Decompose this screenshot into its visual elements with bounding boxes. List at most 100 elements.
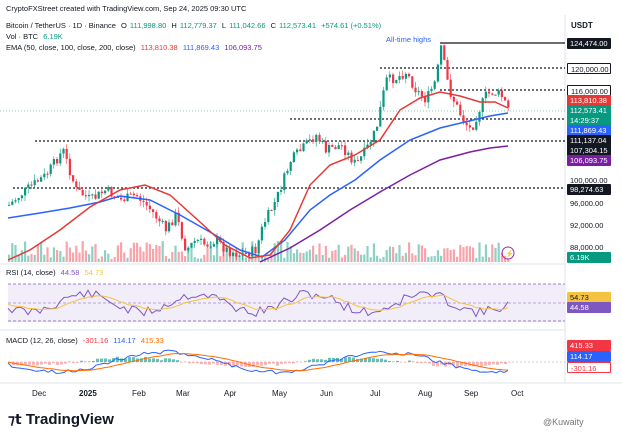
volume-bar <box>110 258 113 262</box>
macd-hist-bar <box>76 362 79 363</box>
candle-body <box>17 198 20 201</box>
volume-bar <box>388 246 391 262</box>
volume-value: 6.19K <box>43 32 63 41</box>
candle-body <box>145 201 148 206</box>
macd-hist-bar <box>160 360 163 362</box>
macd-legend[interactable]: MACD (12, 26, close) -301.16 114.17 415.… <box>6 336 167 345</box>
volume-bar <box>456 256 459 262</box>
volume-bar <box>289 246 292 262</box>
macd-hist-bar <box>276 362 279 366</box>
time-axis-label: Apr <box>224 389 237 398</box>
candle-body <box>36 180 39 182</box>
volume-bar <box>222 246 225 262</box>
candle-body <box>177 212 180 223</box>
candle-body <box>408 73 411 77</box>
macd-label: MACD (12, 26, close) <box>6 336 78 345</box>
macd-hist-bar <box>348 357 351 362</box>
macd-hist-value: -301.16 <box>82 336 109 345</box>
volume-bar <box>136 242 139 262</box>
volume-bar <box>235 249 238 262</box>
macd-hist-bar <box>440 362 443 365</box>
candle-body <box>433 81 436 89</box>
candle-body <box>491 93 494 95</box>
ohlc-l-label: L <box>221 21 227 30</box>
price-tag-last: 112,573.41 <box>567 105 611 116</box>
time-axis-label: Jul <box>370 389 381 398</box>
macd-hist-bar <box>212 362 215 364</box>
macd-hist-bar <box>216 362 219 365</box>
macd-hist-bar <box>264 362 267 366</box>
ema-legend[interactable]: EMA (50, close, 100, close, 200, close) … <box>6 43 265 52</box>
price-axis-label: 96,000.00 <box>570 199 604 208</box>
candle-body <box>340 145 343 147</box>
macd-hist-bar <box>224 362 227 366</box>
ohlc-c-label: C <box>270 21 277 30</box>
candle-body <box>273 202 276 211</box>
candle-body <box>337 145 340 150</box>
volume-bar <box>472 247 475 262</box>
candle-body <box>152 209 155 213</box>
ohlc-open: 111,998.80 <box>129 21 167 30</box>
tradingview-logo[interactable]: ⁊𝘁 TradingView <box>8 411 114 428</box>
symbol-name[interactable]: Bitcoin / TetherUS · 1D · Binance <box>6 21 116 30</box>
volume-bar <box>62 256 65 262</box>
candle-body <box>331 145 334 147</box>
ema50-line <box>7 91 509 261</box>
candle-body <box>459 104 462 116</box>
volume-bar <box>286 241 289 262</box>
candle-body <box>14 200 17 202</box>
candle-body <box>225 247 228 252</box>
volume-bar <box>72 252 75 262</box>
macd-hist-bar <box>88 361 91 362</box>
macd-hist-bar <box>236 362 239 366</box>
volume-bar <box>395 253 398 262</box>
macd-hist-bar <box>128 357 131 362</box>
volume-bar <box>270 253 273 262</box>
volume-legend[interactable]: Vol · BTC 6.19K <box>6 32 66 41</box>
candle-body <box>132 193 135 196</box>
volume-bar <box>500 252 503 262</box>
macd-hist-bar <box>96 358 99 362</box>
candle-body <box>504 97 507 101</box>
symbol-legend[interactable]: Bitcoin / TetherUS · 1D · Binance O 111,9… <box>6 21 384 30</box>
macd-hist-bar <box>380 358 383 362</box>
macd-hist-bar <box>144 356 147 362</box>
ema200-value: 106,093.75 <box>224 43 262 52</box>
rsi-legend[interactable]: RSI (14, close) 44.58 54.73 <box>6 268 106 277</box>
volume-bar <box>8 254 11 262</box>
candle-body <box>222 241 225 252</box>
macd-hist-bar <box>232 362 235 368</box>
time-axis-label: Oct <box>511 389 524 398</box>
candle-body <box>257 240 260 254</box>
time-axis-label: 2025 <box>79 389 97 398</box>
price-tag-ema100: 111,869.43 <box>567 125 611 136</box>
macd-hist-bar <box>260 362 263 366</box>
volume-bar <box>302 253 305 262</box>
candle-body <box>283 173 286 191</box>
candle-body <box>472 127 475 130</box>
candle-body <box>110 187 113 197</box>
volume-bar <box>88 254 91 262</box>
candle-body <box>484 91 487 99</box>
candle-body <box>488 91 491 94</box>
macd-hist-bar <box>104 358 107 362</box>
candle-body <box>296 149 299 153</box>
candle-body <box>436 64 439 82</box>
macd-hist-bar <box>480 362 483 367</box>
candle-body <box>251 246 254 257</box>
candle-body <box>318 134 321 142</box>
candle-body <box>267 210 270 223</box>
candle-body <box>65 148 68 159</box>
candle-body <box>276 191 279 203</box>
macd-hist-bar <box>92 360 95 362</box>
price-axis-label: 88,000.00 <box>570 243 604 252</box>
macd-hist-bar <box>324 359 327 362</box>
volume-bar <box>385 250 388 262</box>
volume-bar <box>299 252 302 262</box>
volume-bar <box>459 244 462 262</box>
candle-body <box>379 106 382 127</box>
volume-bar <box>232 251 235 262</box>
candle-body <box>465 122 468 126</box>
macd-hist-bar <box>72 362 75 364</box>
